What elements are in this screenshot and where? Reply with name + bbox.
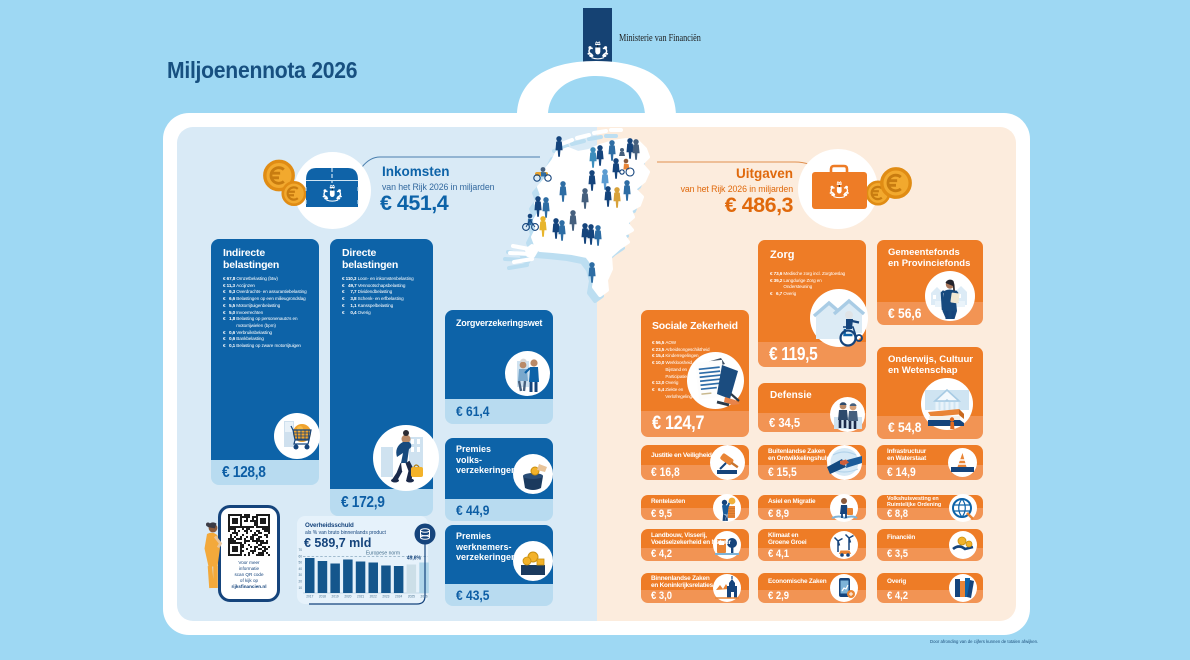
svg-text:50: 50 bbox=[298, 561, 302, 565]
svg-text:2022: 2022 bbox=[370, 595, 377, 599]
svg-text:10: 10 bbox=[298, 586, 302, 590]
svg-text:2026: 2026 bbox=[421, 595, 428, 599]
svg-text:2023: 2023 bbox=[382, 595, 389, 599]
svg-text:70: 70 bbox=[298, 548, 302, 552]
svg-text:20: 20 bbox=[298, 580, 302, 584]
svg-text:30: 30 bbox=[298, 573, 302, 577]
svg-text:2024: 2024 bbox=[395, 595, 402, 599]
svg-text:2025: 2025 bbox=[408, 595, 415, 599]
svg-text:2019: 2019 bbox=[332, 595, 339, 599]
svg-text:2017: 2017 bbox=[306, 595, 313, 599]
svg-text:Europese norm: Europese norm bbox=[366, 551, 400, 557]
svg-text:60: 60 bbox=[298, 554, 302, 558]
svg-text:2020: 2020 bbox=[344, 595, 351, 599]
svg-text:2018: 2018 bbox=[319, 595, 326, 599]
svg-text:2021: 2021 bbox=[357, 595, 364, 599]
svg-text:49,6%: 49,6% bbox=[407, 556, 422, 562]
svg-text:40: 40 bbox=[298, 567, 302, 571]
